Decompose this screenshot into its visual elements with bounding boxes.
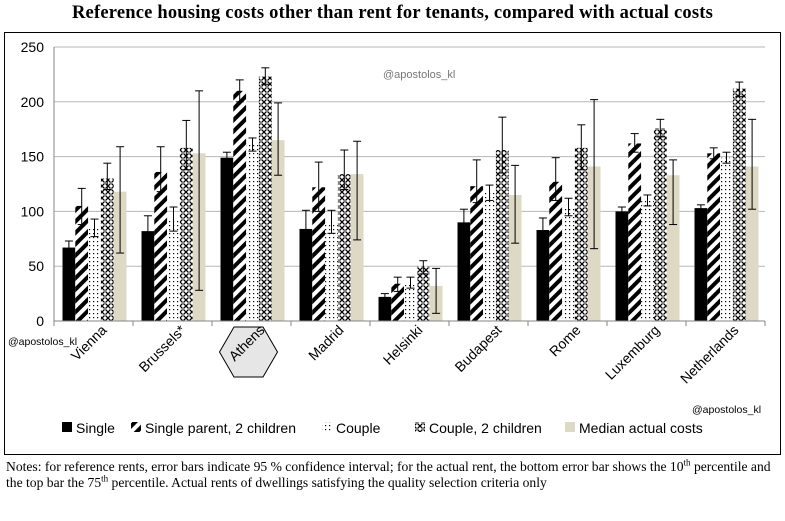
legend-label: Couple, 2 children bbox=[429, 420, 542, 436]
x-tick-label: Brussels* bbox=[135, 321, 189, 375]
bar bbox=[258, 76, 272, 321]
watermark-center: @apostolos_kl bbox=[383, 69, 455, 81]
bar bbox=[457, 222, 471, 321]
axes bbox=[53, 47, 766, 326]
legend-swatch bbox=[62, 422, 72, 432]
bar bbox=[75, 205, 89, 321]
legend-swatch bbox=[415, 422, 425, 432]
bar bbox=[88, 227, 101, 321]
notes-part-1: Notes: for reference rents, error bars i… bbox=[6, 459, 684, 474]
bar bbox=[641, 200, 654, 321]
y-axis-ticks: 0 50 100 150 200 250 bbox=[21, 39, 45, 329]
x-tick-label: Helsinki bbox=[380, 322, 426, 368]
chart-frame bbox=[4, 32, 781, 455]
bar bbox=[404, 282, 417, 321]
bar bbox=[470, 186, 484, 321]
legend-swatch bbox=[131, 422, 141, 432]
watermark-left: @apostolos_kl bbox=[8, 336, 77, 348]
legend-swatch bbox=[322, 422, 332, 432]
bar bbox=[549, 181, 563, 321]
highlight-hexagon bbox=[218, 326, 279, 378]
bar bbox=[100, 178, 114, 321]
bar bbox=[508, 194, 522, 321]
bar bbox=[495, 150, 509, 321]
error-bars bbox=[64, 67, 757, 314]
y-tick-label: 0 bbox=[36, 313, 44, 329]
y-tick-label: 150 bbox=[21, 149, 45, 165]
x-tick-label: Madrid bbox=[305, 322, 347, 364]
bar bbox=[536, 230, 550, 321]
bars bbox=[62, 76, 759, 321]
athens-hexagon bbox=[218, 326, 279, 378]
notes-part-2: percentile and the top bar the 75 bbox=[6, 459, 771, 490]
bar bbox=[113, 191, 127, 321]
x-tick-label: Netherlands bbox=[677, 322, 742, 387]
y-tick-label: 50 bbox=[28, 258, 44, 274]
notes-part-3: percentile. Actual rents of dwellings sa… bbox=[108, 474, 547, 490]
y-tick-label: 200 bbox=[21, 94, 45, 110]
bar bbox=[562, 208, 575, 321]
notes-sup-2: th bbox=[101, 472, 109, 483]
bar bbox=[233, 90, 247, 321]
bar bbox=[483, 192, 496, 321]
bar bbox=[154, 171, 168, 321]
bar bbox=[325, 222, 338, 321]
x-tick-label: Budapest bbox=[451, 322, 504, 375]
bar bbox=[574, 147, 588, 321]
legend-label: Single bbox=[76, 420, 115, 436]
bar bbox=[628, 143, 642, 321]
legend: Single Single parent, 2 children Couple Cou… bbox=[62, 420, 703, 436]
y-tick-label: 250 bbox=[21, 39, 45, 55]
bar bbox=[416, 266, 430, 321]
bar bbox=[337, 174, 351, 321]
bar bbox=[220, 157, 234, 321]
legend-label: Median actual costs bbox=[579, 420, 703, 436]
bar bbox=[299, 228, 313, 321]
bar bbox=[707, 153, 721, 321]
x-tick-label: Luxemburg bbox=[602, 322, 663, 383]
x-axis-labels: Vienna Brussels* Athens Madrid Helsinki Budap… bbox=[68, 321, 742, 386]
bar bbox=[378, 296, 392, 321]
bar bbox=[391, 283, 405, 321]
legend-swatch bbox=[565, 422, 575, 432]
bar bbox=[666, 175, 680, 321]
bar bbox=[653, 128, 667, 321]
bar bbox=[732, 88, 746, 321]
x-tick-label: Rome bbox=[546, 322, 584, 360]
bar bbox=[179, 147, 193, 321]
bar bbox=[745, 166, 759, 321]
chart-title: Reference housing costs other than rent … bbox=[72, 3, 713, 23]
bar bbox=[615, 211, 629, 321]
y-tick-label: 100 bbox=[21, 203, 45, 219]
bar bbox=[720, 157, 733, 321]
watermark-right: @apostolos_kl bbox=[692, 404, 761, 416]
notes-text: Notes: for reference rents, error bars i… bbox=[6, 457, 778, 490]
bar bbox=[246, 144, 259, 321]
bar bbox=[62, 247, 76, 321]
legend-label: Single parent, 2 children bbox=[145, 420, 296, 436]
notes-sup-1: th bbox=[683, 457, 691, 468]
bar bbox=[694, 208, 708, 321]
bar bbox=[141, 231, 155, 321]
legend-label: Couple bbox=[336, 420, 381, 436]
bar bbox=[271, 140, 285, 321]
bar bbox=[312, 187, 326, 321]
bar bbox=[167, 220, 180, 321]
bar bbox=[350, 174, 364, 321]
